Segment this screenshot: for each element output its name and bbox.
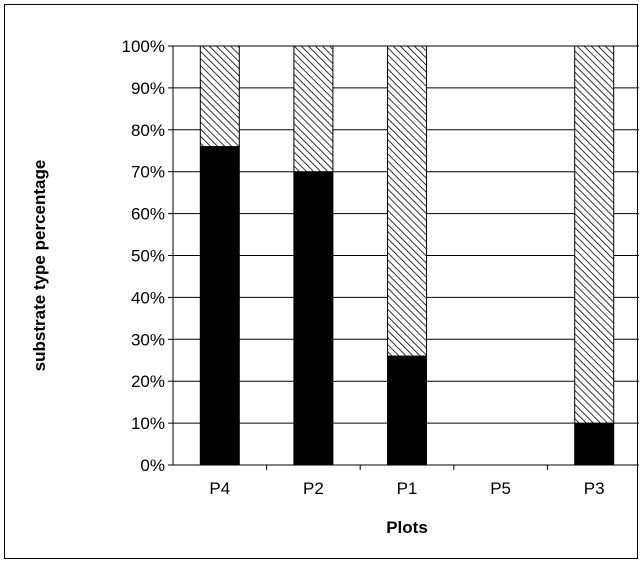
y-tick-label: 10%	[131, 414, 165, 433]
bar-segment-P2-series2	[293, 45, 334, 173]
y-tick-label: 30%	[131, 330, 165, 349]
bar-segment-P1-series2	[387, 45, 427, 357]
y-tick-label: 60%	[131, 205, 165, 224]
y-tick-label: 80%	[131, 121, 165, 140]
bar-segment-P1-series1	[387, 355, 427, 466]
y-tick-label: 90%	[131, 79, 165, 98]
y-tick-label: 20%	[131, 372, 165, 391]
bar-segment-P3-series2	[574, 45, 615, 424]
y-tick-label: 0%	[140, 456, 165, 475]
x-tick-label: P4	[209, 479, 230, 498]
bar-segment-P4-series1	[199, 146, 240, 466]
y-axis-title: substrate type percentage	[30, 160, 49, 372]
x-tick-label: P1	[397, 479, 418, 498]
y-tick-label: 50%	[131, 247, 165, 266]
bar-segment-P2-series1	[293, 171, 334, 466]
bar-chart: 0% 10% 20% 30% 40% 50% 60% 70% 80% 90% 100% P4 P2 P1 P…	[30, 37, 639, 537]
y-tick-label: 100%	[122, 37, 165, 56]
x-axis-title: Plots	[386, 518, 428, 537]
chart-frame: 0% 10% 20% 30% 40% 50% 60% 70% 80% 90% 100% P4 P2 P1 P…	[4, 4, 639, 559]
x-tick-label: P5	[490, 479, 511, 498]
bar-segment-P4-series2	[199, 45, 240, 148]
y-tick-label: 40%	[131, 288, 165, 307]
x-tick-label: P2	[303, 479, 324, 498]
y-tick-label: 70%	[131, 163, 165, 182]
x-tick-label: P3	[584, 479, 605, 498]
bar-segment-P3-series1	[574, 422, 615, 466]
